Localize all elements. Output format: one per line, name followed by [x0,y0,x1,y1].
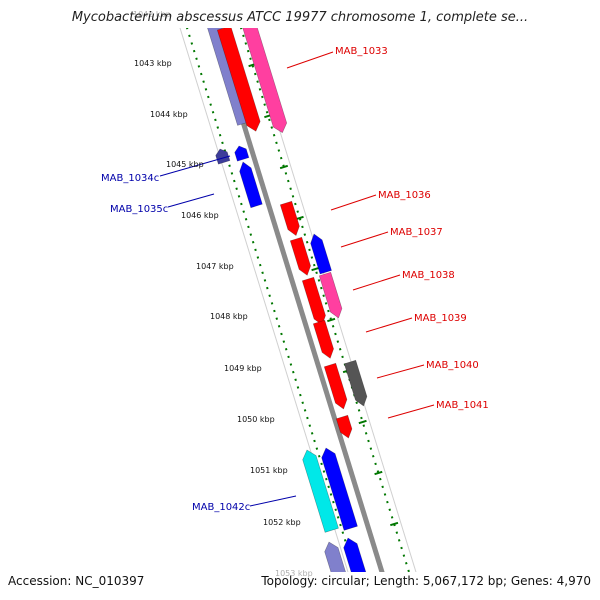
gene-arrow-mab-1034c[interactable] [215,148,231,165]
leader-mab-1035c [167,193,215,208]
gene-arrow-1043-blue[interactable] [343,537,374,600]
gene-arrow-mab-1034c-b[interactable] [234,145,250,162]
leader-mab-1041 [387,404,435,419]
gene-arrow-mab-1040-gray[interactable] [343,359,368,407]
gene-arrow-mab-1033-pink[interactable] [240,16,288,134]
genome-summary-text: Topology: circular; Length: 5,067,172 bp… [261,574,591,588]
kbp-label-1047: 1047 kbp [196,262,234,271]
kbp-label-1045: 1045 kbp [166,160,204,169]
gene-arrow-mab-1038[interactable] [301,276,326,326]
gene-arrow-mab-1042c-cyan[interactable] [302,449,339,533]
major-tick [233,13,241,15]
major-tick [327,317,336,323]
gene-arrow-1043-lav[interactable] [324,541,354,600]
map-title: Mycobacterium abscessus ATCC 19977 chrom… [71,10,529,25]
gene-label-mab-1033[interactable]: MAB_1033 [335,46,388,57]
gene-arrow-mab-1037[interactable] [289,236,311,276]
leader-mab-1036 [330,194,377,211]
leader-mab-1033 [286,51,334,69]
gene-label-mab-1041[interactable]: MAB_1041 [436,400,489,411]
gene-arrow-mab-1041[interactable] [335,414,353,439]
gene-label-mab-1034c[interactable]: MAB_1034c [101,173,159,184]
major-tick [279,164,289,170]
gene-arrow-mab-1038-pink[interactable] [318,271,343,319]
kbp-label-1044: 1044 kbp [150,110,188,119]
gene-arrow-mab-1042c[interactable] [321,447,358,531]
kbp-label-1048: 1048 kbp [210,312,248,321]
kbp-label-1052: 1052 kbp [263,518,301,527]
kbp-label-1051: 1051 kbp [250,466,288,475]
leader-mab-1039 [365,317,413,333]
gene-label-mab-1040[interactable]: MAB_1040 [426,360,479,371]
gene-arrow-mab-1037-rev[interactable] [310,233,332,275]
gene-label-mab-1036[interactable]: MAB_1036 [378,190,431,201]
major-tick [390,521,399,527]
leader-mab-1038 [352,274,401,291]
kbp-label-1050: 1050 kbp [237,415,275,424]
gene-arrow-mab-1039[interactable] [312,319,334,359]
major-tick [358,419,367,425]
gene-label-mab-1035c[interactable]: MAB_1035c [110,204,168,215]
major-tick [374,470,383,476]
gene-label-mab-1042c[interactable]: MAB_1042c [192,502,250,513]
gene-arrow-mab-1040[interactable] [323,362,348,410]
gene-arrow-mab-1033-red[interactable] [216,26,261,132]
leader-mab-1042c [249,495,297,507]
leader-mab-1040 [376,364,425,379]
accession-text: Accession: NC_010397 [8,574,145,588]
kbp-label-1049: 1049 kbp [224,364,262,373]
leader-mab-1034c [159,155,231,177]
gene-arrow-mab-1036[interactable] [279,200,300,236]
kbp-label-1043: 1043 kbp [134,59,172,68]
gene-label-mab-1037[interactable]: MAB_1037 [390,227,443,238]
leader-mab-1037 [340,231,389,248]
gene-label-mab-1038[interactable]: MAB_1038 [402,270,455,281]
kbp-label-1042: 1042 kbp [133,10,171,19]
gene-label-mab-1039[interactable]: MAB_1039 [414,313,467,324]
major-tick [311,266,320,272]
kbp-label-1053: 1053 kbp [275,569,313,578]
kbp-label-1046: 1046 kbp [181,211,219,220]
gene-arrow-mab-1035c[interactable] [239,161,263,209]
